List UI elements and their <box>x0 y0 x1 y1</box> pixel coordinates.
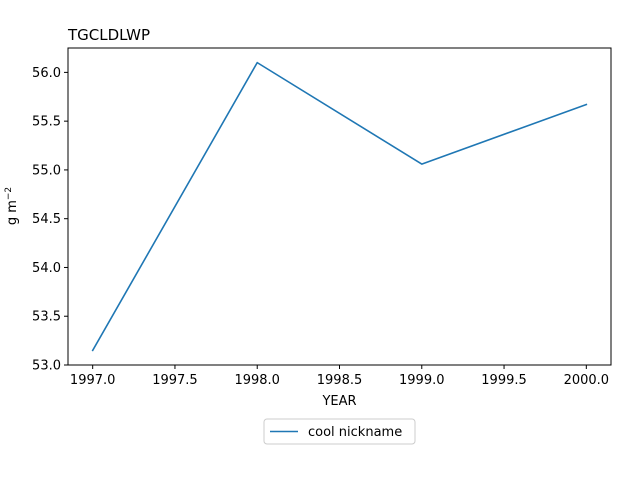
x-tick-label: 1998.5 <box>317 373 363 388</box>
y-tick-label: 54.0 <box>32 261 61 276</box>
plot-area: 1997.0 1997.5 1998.0 1998.5 1999.0 1999.5 2000… <box>32 47 612 388</box>
x-tick-label: 1999.0 <box>399 373 445 388</box>
legend-label: cool nickname <box>308 425 402 440</box>
series-line-0 <box>91 61 588 352</box>
x-tick-label: 2000.0 <box>564 373 610 388</box>
y-tick-label: 53.5 <box>32 310 61 325</box>
y-tick-label: 54.5 <box>32 212 61 227</box>
y-tick-label: 55.5 <box>32 115 61 130</box>
y-axis-label-exponent: −2 <box>4 187 14 200</box>
legend: cool nickname <box>263 418 416 445</box>
y-tick-label: 55.0 <box>32 163 61 178</box>
x-tick-label: 1999.5 <box>481 373 527 388</box>
x-tick-label: 1998.0 <box>234 373 280 388</box>
y-tick-label: 56.0 <box>32 66 61 81</box>
y-axis-label: g m−2 <box>4 187 20 225</box>
x-tick-label: 1997.5 <box>152 373 198 388</box>
y-axis-label-base: g m <box>5 200 20 225</box>
x-tick-label: 1997.0 <box>70 373 116 388</box>
chart-title: TGCLDLWP <box>67 26 150 44</box>
x-axis-label: YEAR <box>321 394 356 409</box>
y-tick-label: 53.0 <box>32 359 61 374</box>
legend-box <box>263 418 416 445</box>
axes-frame <box>67 47 612 366</box>
